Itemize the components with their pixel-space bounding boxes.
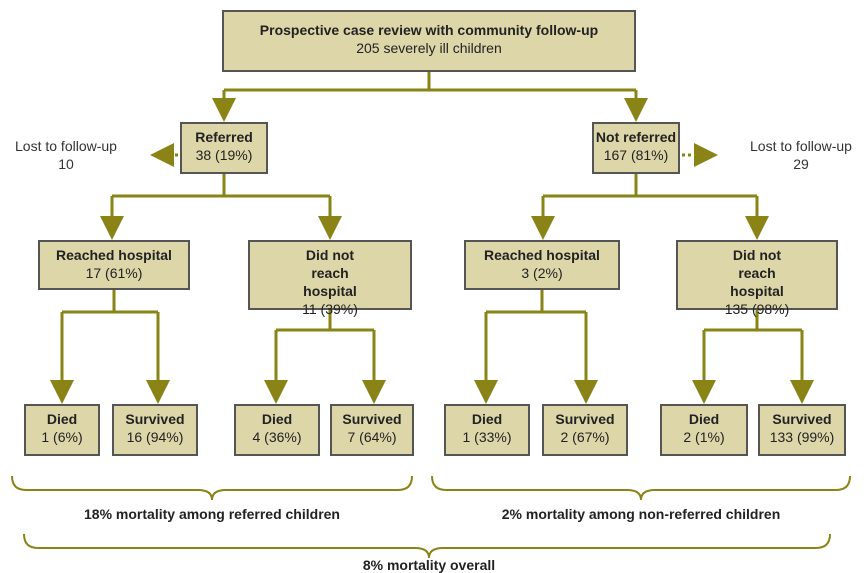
node-detail: 1 (33%) (462, 429, 512, 445)
node-detail: 17 (61%) (85, 265, 143, 281)
summary: 2% mortality among non-referred children (501, 506, 781, 522)
node-detail: 205 severely ill children (356, 40, 502, 56)
lost-label: Lost to follow-up (15, 138, 117, 154)
node-label: Prospective case review with community f… (259, 22, 599, 38)
node: Died 1 (33%) (444, 404, 530, 456)
node-label: Survived (772, 411, 832, 427)
node: Died 1 (6%) (24, 404, 100, 456)
node-detail: 4 (36%) (252, 429, 302, 445)
node-label: Not referred (595, 129, 677, 145)
node-label: Reached hospital (56, 247, 172, 263)
node: Reached hospital 3 (2%) (464, 240, 620, 290)
node-detail: 167 (81%) (603, 147, 669, 163)
node-detail: 2 (1%) (683, 429, 725, 445)
node-label: Did not reach hospital (303, 247, 357, 299)
node-detail: 2 (67%) (560, 429, 610, 445)
node: Did not reach hospital 135 (98%) (676, 240, 838, 317)
lost-label: Lost to follow-up (750, 138, 852, 154)
node-label: Died (688, 411, 720, 427)
node-label: Died (471, 411, 503, 427)
node-label: Died (46, 411, 78, 427)
node-label: Survived (555, 411, 615, 427)
node-detail: 11 (39%) (302, 301, 358, 317)
node: Survived 7 (64%) (330, 404, 414, 456)
node: Prospective case review with community f… (222, 10, 636, 72)
lost-left: Lost to follow-up 10 (6, 137, 126, 173)
braces (11, 475, 851, 559)
node-detail: 135 (98%) (724, 301, 790, 317)
lost-count: 10 (58, 156, 74, 172)
node: Died 2 (1%) (660, 404, 748, 456)
node: Survived 2 (67%) (542, 404, 628, 456)
node-detail: 3 (2%) (521, 265, 563, 281)
node-detail: 7 (64%) (347, 429, 397, 445)
arrows (50, 72, 814, 404)
node: Died 4 (36%) (234, 404, 320, 456)
node-detail: 1 (6%) (41, 429, 83, 445)
node-label: Survived (125, 411, 185, 427)
summary: 18% mortality among referred children (84, 506, 340, 522)
node-detail: 133 (99%) (769, 429, 835, 445)
node-detail: 38 (19%) (195, 147, 253, 163)
node: Referred 38 (19%) (180, 122, 268, 174)
node: Not referred 167 (81%) (592, 122, 680, 174)
node-label: Reached hospital (484, 247, 600, 263)
node-label: Survived (342, 411, 402, 427)
node-label: Referred (195, 129, 253, 145)
node-detail: 16 (94%) (126, 429, 184, 445)
node-label: Did not reach hospital (730, 247, 784, 299)
node: Did not reach hospital 11 (39%) (248, 240, 412, 317)
lost-count: 29 (793, 156, 809, 172)
summary: 8% mortality overall (362, 557, 496, 573)
node: Survived 16 (94%) (112, 404, 198, 456)
lost-right: Lost to follow-up 29 (738, 137, 864, 173)
node: Reached hospital 17 (61%) (38, 240, 190, 290)
node: Survived 133 (99%) (758, 404, 846, 456)
node-label: Died (261, 411, 293, 427)
